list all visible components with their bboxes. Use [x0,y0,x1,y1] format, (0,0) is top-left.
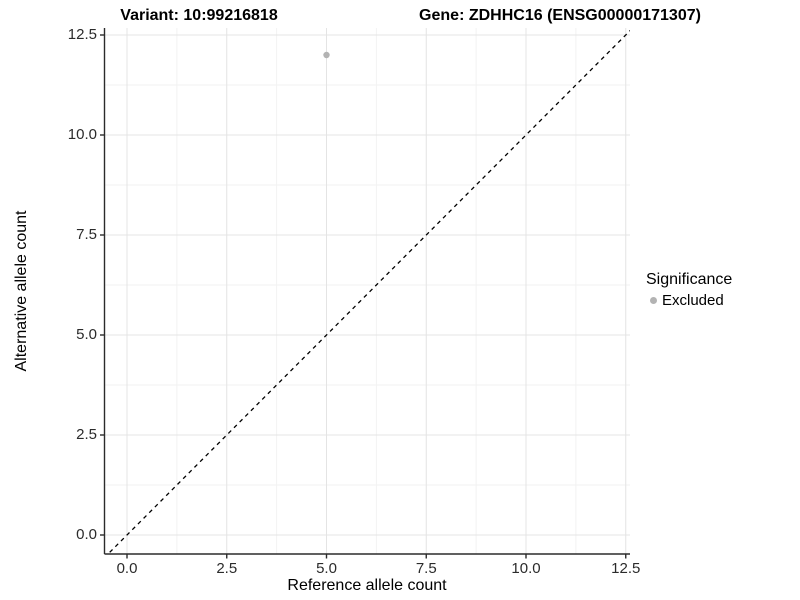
x-axis-title: Reference allele count [287,577,447,594]
plot-title-variant: Variant: 10:99216818 [120,7,278,24]
y-tick-label: 0.0 [76,526,97,543]
x-tick-label: 12.5 [611,560,641,577]
identity-dashed-line [107,29,630,554]
x-tick-label: 2.5 [216,560,238,577]
legend: Significance Excluded [646,270,732,309]
y-tick-label: 5.0 [76,326,97,343]
legend-item-label: Excluded [662,292,724,309]
x-tick-label: 0.0 [116,560,138,577]
legend-title: Significance [646,271,733,288]
plot-title-gene: Gene: ZDHHC16 (ENSG00000171307) [419,7,701,24]
y-tick-label: 12.5 [67,26,97,43]
legend-dot-icon [650,297,657,304]
y-tick-label: 2.5 [76,426,97,443]
y-axis-title: Alternative allele count [13,210,30,372]
y-tick-label: 10.0 [67,126,97,143]
x-tick-label: 10.0 [511,560,541,577]
y-tick-label: 7.5 [76,226,97,243]
x-tick-label: 5.0 [316,560,337,577]
data-point [323,51,330,59]
legend-item: Excluded [646,292,732,309]
legend-items: Excluded [646,292,732,309]
x-tick-label: 7.5 [415,560,437,577]
